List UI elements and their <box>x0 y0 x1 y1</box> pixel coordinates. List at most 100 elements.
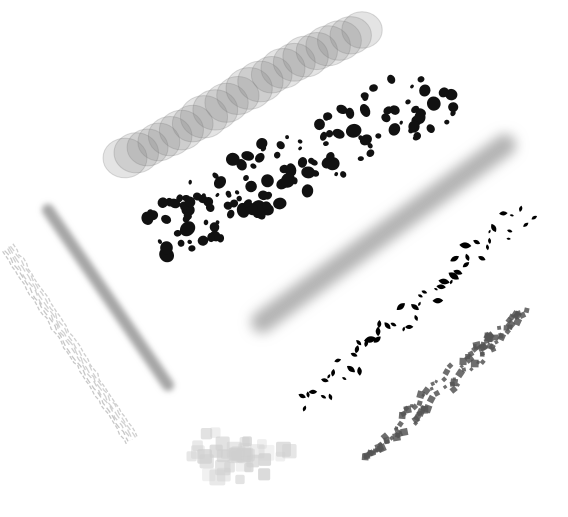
circle-stamp <box>137 122 181 162</box>
leaf-cluster-mark <box>416 400 423 407</box>
splatter-dot <box>157 239 163 244</box>
splatter-dot <box>359 104 371 117</box>
leaf-mark <box>509 214 514 217</box>
splatter-dot <box>405 99 411 105</box>
splatter-dot <box>389 105 400 115</box>
leaf-mark <box>488 229 491 234</box>
splatter-dot <box>285 135 290 140</box>
leaf-cluster-mark <box>403 405 410 412</box>
circle-stamp <box>329 16 372 55</box>
splatter-dot <box>334 172 339 177</box>
splatter-dot <box>209 222 220 232</box>
square-stamp <box>200 428 213 440</box>
leaf-mark <box>519 205 523 212</box>
square-stamp <box>276 441 291 457</box>
leaf-mark <box>506 237 511 240</box>
circle-stamp <box>272 42 316 82</box>
gray-round-marker-stroke <box>42 204 174 391</box>
circle-stamp <box>225 67 273 110</box>
leaf-mark <box>453 269 463 275</box>
square-stamp <box>258 468 271 481</box>
leaf-mark <box>328 393 333 401</box>
circle-stamp <box>192 89 239 131</box>
leaf-mark <box>327 374 331 379</box>
leaf-cluster-mark <box>361 453 369 461</box>
splatter-dot <box>426 96 441 111</box>
leaf-mark <box>488 237 492 244</box>
splatter-dot <box>387 74 396 84</box>
leaf-mark <box>434 287 438 291</box>
leaf-cluster-mark <box>429 386 434 391</box>
square-stamp <box>242 436 252 447</box>
splatter-dot <box>215 193 220 197</box>
circle-stamp <box>341 11 383 49</box>
splatter-dot <box>393 124 399 130</box>
splatter-dot <box>332 128 345 139</box>
splatter-dot <box>226 209 235 219</box>
circle-stamp <box>260 48 306 89</box>
splatter-dot <box>229 199 239 208</box>
splatter-dot <box>184 196 196 208</box>
square-stamp <box>197 449 212 464</box>
leaf-mark <box>414 314 418 321</box>
leaf-cluster-mark <box>496 325 502 331</box>
splatter-dot <box>225 190 232 197</box>
square-stamp <box>230 448 242 461</box>
splatter-dot <box>358 135 363 141</box>
leaf-mark <box>432 298 444 304</box>
square-stamp <box>216 449 230 463</box>
splatter-dot <box>179 221 196 237</box>
leaf-mark <box>417 294 423 298</box>
black-leaf-scatter-stroke <box>298 205 538 412</box>
splatter-dot <box>408 120 420 133</box>
leaf-cluster-mark <box>393 427 399 433</box>
splatter-dot <box>359 134 372 146</box>
splatter-dot <box>340 171 347 178</box>
splatter-dot <box>314 118 325 131</box>
leaf-cluster-mark <box>465 354 471 359</box>
leaf-cluster-mark <box>456 382 461 387</box>
pencil-texture-stroke <box>2 243 138 445</box>
circle-stamp <box>158 109 204 151</box>
splatter-dot <box>345 123 362 138</box>
splatter-dot <box>426 124 435 133</box>
splatter-dot <box>448 102 459 113</box>
square-stamp <box>275 451 286 462</box>
leaf-mark <box>491 223 497 233</box>
leaf-cluster-mark <box>479 359 486 366</box>
leaf-cluster-mark <box>472 341 482 350</box>
leaf-mark <box>531 215 538 220</box>
leaf-cluster-mark <box>441 376 448 383</box>
leaf-mark <box>331 369 336 377</box>
leaf-cluster-mark <box>493 339 499 345</box>
leaf-mark <box>308 389 318 395</box>
splatter-dot <box>250 163 257 169</box>
leaf-mark <box>450 255 459 262</box>
pencil-line <box>4 250 129 442</box>
leaf-cluster-mark <box>446 362 454 370</box>
leaf-cluster-mark <box>480 341 485 346</box>
square-stamp <box>242 448 255 462</box>
square-stamp <box>257 439 267 449</box>
leaf-cluster-mark <box>459 364 464 369</box>
splatter-dot <box>177 239 185 247</box>
circle-stamp <box>179 95 229 139</box>
splatter-dot <box>207 232 215 243</box>
leaf-mark <box>350 352 358 357</box>
square-stamp <box>210 427 221 438</box>
leaf-mark <box>418 301 421 307</box>
leaf-cluster-mark <box>400 427 409 437</box>
splatter-dot <box>450 110 456 117</box>
splatter-dot <box>311 170 320 177</box>
splatter-dot <box>203 219 209 226</box>
leaf-cluster-mark <box>449 381 456 387</box>
leaf-mark <box>302 405 307 412</box>
leaf-mark <box>320 395 327 399</box>
circle-stamp <box>250 55 293 94</box>
pencil-line <box>2 250 127 445</box>
splatter-dot <box>188 245 196 252</box>
leaf-cluster-mark <box>479 351 485 357</box>
leaf-mark <box>478 255 486 261</box>
splatter-dot <box>417 76 425 83</box>
splatter-dot <box>215 220 220 225</box>
